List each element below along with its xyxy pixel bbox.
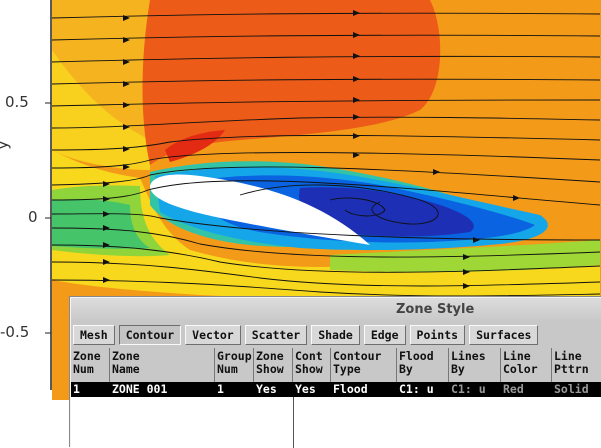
points-button[interactable]: Points — [409, 325, 466, 345]
column-header[interactable]: Zone Num — [73, 349, 101, 376]
cont-show-cell: Yes — [295, 382, 316, 396]
column-header[interactable]: Group Num — [217, 349, 252, 376]
edge-button[interactable]: Edge — [363, 325, 406, 345]
vector-button[interactable]: Vector — [185, 325, 241, 345]
column-header[interactable]: Cont Show — [295, 349, 323, 376]
y-tick-label: 0.5 — [5, 93, 29, 111]
contour-button[interactable]: Contour — [118, 325, 182, 345]
lines-by-cell: C1: u — [451, 382, 486, 396]
column-header[interactable]: Zone Name — [112, 349, 140, 376]
contour-flood — [52, 0, 601, 400]
dialog-title-bar[interactable]: Zone Style — [71, 298, 601, 322]
y-tick-label: -0.5 — [0, 323, 30, 341]
line-pattern-cell: Solid — [554, 382, 589, 396]
flood-by-cell: C1: u — [399, 382, 434, 396]
column-header[interactable]: Line Color — [503, 349, 538, 376]
zone-style-dialog: Zone Style Mesh Contour Vector Scatter Shade… — [70, 297, 601, 448]
y-axis-label: y — [0, 141, 11, 150]
zone-table: Zone Num Zone Name Group Num Zone Show Cont S… — [71, 348, 601, 448]
shade-button[interactable]: Shade — [311, 325, 360, 345]
dialog-title: Zone Style — [396, 302, 475, 317]
group-num-cell: 1 — [217, 382, 224, 396]
column-header[interactable]: Zone Show — [256, 349, 284, 376]
column-header[interactable]: Line Pttrn — [554, 349, 589, 376]
column-header[interactable]: Contour Type — [333, 349, 382, 376]
streamline-arrows — [103, 10, 520, 289]
contour-type-cell: Flood — [333, 382, 368, 396]
column-divider — [293, 397, 294, 448]
zone-show-cell: Yes — [256, 382, 277, 396]
y-tick-label: 0 — [28, 208, 38, 226]
column-header[interactable]: Flood By — [399, 349, 434, 376]
mesh-button[interactable]: Mesh — [73, 325, 115, 345]
column-header[interactable]: Lines By — [451, 349, 486, 376]
zone-name-cell: ZONE 001 — [112, 382, 168, 396]
line-color-cell: Red — [503, 382, 524, 396]
table-row[interactable]: 1 ZONE 001 1 Yes Yes Flood C1: u C1: u R… — [71, 382, 601, 397]
zone-table-header: Zone Num Zone Name Group Num Zone Show Cont S… — [71, 348, 601, 397]
scatter-button[interactable]: Scatter — [244, 325, 308, 345]
zone-num-cell: 1 — [73, 382, 80, 396]
plot-type-buttons: Mesh Contour Vector Scatter Shade Edge Points S… — [73, 324, 542, 345]
surfaces-button[interactable]: Surfaces — [469, 325, 539, 345]
